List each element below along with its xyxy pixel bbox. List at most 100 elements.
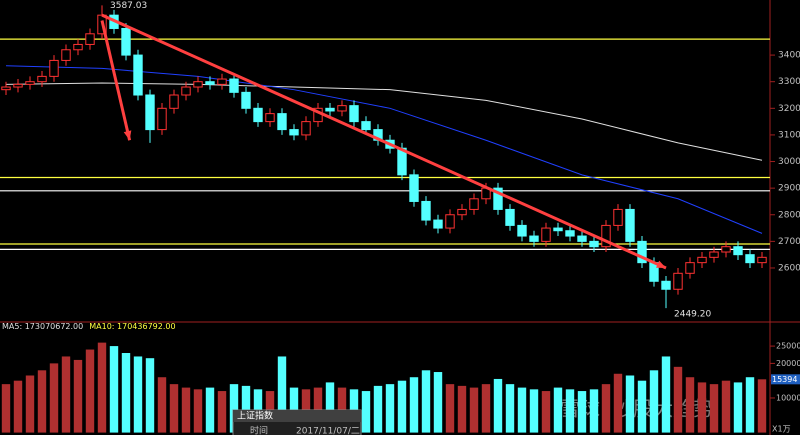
candle-body bbox=[505, 208, 515, 226]
candle-body bbox=[589, 240, 599, 248]
volume-bar bbox=[85, 349, 95, 433]
candle-body bbox=[673, 272, 683, 290]
volume-bar bbox=[613, 373, 623, 433]
candle-body bbox=[13, 83, 23, 88]
candle-body bbox=[745, 254, 755, 264]
volume-bar bbox=[589, 389, 599, 433]
y-tick-label: 25000 bbox=[776, 342, 800, 351]
candle-body bbox=[661, 280, 671, 290]
candle-body bbox=[565, 230, 575, 237]
y-tick-label: 3100 bbox=[778, 130, 800, 140]
y-tick-label: 3000 bbox=[778, 157, 800, 167]
candle-body bbox=[229, 78, 239, 93]
volume-bar bbox=[169, 384, 179, 433]
candle-body bbox=[445, 214, 455, 229]
volume-bar bbox=[745, 377, 755, 433]
volume-bar bbox=[217, 391, 227, 433]
volume-bar bbox=[229, 384, 239, 433]
candle-body bbox=[625, 208, 635, 242]
volume-bar bbox=[721, 380, 731, 433]
candle-body bbox=[409, 174, 419, 202]
tooltip-key: 时间 bbox=[250, 425, 268, 435]
volume-bar bbox=[397, 380, 407, 433]
volume-bar bbox=[133, 356, 143, 433]
candle-body bbox=[709, 251, 719, 258]
volume-bar bbox=[685, 377, 695, 433]
trend-arrow bbox=[101, 13, 667, 270]
candle-body bbox=[241, 91, 251, 109]
volume-bar bbox=[661, 356, 671, 433]
candle-body bbox=[421, 200, 431, 221]
volume-bar bbox=[373, 385, 383, 433]
volume-legend: MA5: 173070672.00 MA10: 170436792.00 bbox=[2, 322, 176, 331]
legend-entry: MA10: 170436792.00 bbox=[89, 322, 175, 331]
volume-bar bbox=[517, 387, 527, 433]
volume-bar bbox=[1, 384, 11, 433]
volume-bar bbox=[529, 389, 539, 433]
volume-bar bbox=[673, 366, 683, 433]
volume-bar bbox=[361, 391, 371, 433]
volume-bar bbox=[49, 363, 59, 433]
volume-bar bbox=[625, 375, 635, 433]
candle-body bbox=[757, 256, 767, 264]
last-value-label: 15394 bbox=[772, 375, 797, 384]
candle-body bbox=[1, 86, 11, 91]
volume-bar bbox=[121, 353, 131, 433]
candle-body bbox=[361, 121, 371, 131]
volume-bar bbox=[469, 387, 479, 433]
candle-body bbox=[205, 81, 215, 85]
volume-bar bbox=[553, 387, 563, 433]
tooltip-title: 上证指数 bbox=[237, 410, 273, 422]
volume-bar bbox=[25, 375, 35, 433]
candle-body bbox=[733, 246, 743, 256]
candle-body bbox=[337, 105, 347, 112]
candle-body bbox=[493, 187, 503, 210]
legend-entry: MA5: 173070672.00 bbox=[2, 322, 83, 331]
candle-body bbox=[577, 235, 587, 242]
candle-body bbox=[469, 198, 479, 210]
volume-bar bbox=[421, 370, 431, 433]
trend-arrow bbox=[100, 20, 132, 141]
y-tick-label: 3300 bbox=[778, 77, 800, 87]
candle-body bbox=[37, 75, 47, 83]
volume-bar bbox=[697, 382, 707, 433]
volume-bar bbox=[649, 370, 659, 433]
volume-bar bbox=[61, 356, 71, 433]
candle-body bbox=[433, 219, 443, 229]
volume-bar bbox=[757, 379, 767, 433]
candle-body bbox=[721, 246, 731, 253]
arrow-head bbox=[656, 260, 666, 268]
volume-bar bbox=[457, 385, 467, 433]
y-tick-label: 3400 bbox=[778, 51, 800, 61]
candle-body bbox=[517, 224, 527, 237]
price-annotation: 2449.20 bbox=[674, 310, 711, 320]
y-tick-label: 20000 bbox=[776, 359, 800, 368]
tooltip-header bbox=[233, 410, 361, 422]
volume-bar bbox=[565, 389, 575, 433]
candle-body bbox=[73, 43, 83, 51]
volume-bar bbox=[733, 382, 743, 433]
arrow-head bbox=[123, 130, 132, 141]
candle-body bbox=[541, 227, 551, 242]
volume-bar bbox=[445, 384, 455, 433]
volume-bar bbox=[385, 384, 395, 433]
candle-body bbox=[85, 33, 95, 45]
volume-bar bbox=[433, 372, 443, 433]
volume-bar bbox=[277, 356, 287, 433]
volume-bar bbox=[97, 342, 107, 433]
tooltip-value: 2017/11/07/二 bbox=[296, 427, 360, 435]
candle-body bbox=[133, 54, 143, 96]
volume-bar bbox=[409, 377, 419, 433]
volume-bar bbox=[193, 389, 203, 433]
candle-body bbox=[613, 208, 623, 226]
y-tick-label: 10000 bbox=[776, 393, 800, 402]
y-tick-label: 2900 bbox=[778, 184, 800, 194]
volume-bar bbox=[109, 346, 119, 433]
volume-bar bbox=[181, 387, 191, 433]
y-tick-label: 3200 bbox=[778, 104, 800, 114]
candle-body bbox=[529, 235, 539, 242]
volume-bar bbox=[13, 380, 23, 433]
volume-bar bbox=[505, 384, 515, 433]
candle-body bbox=[217, 78, 227, 85]
candle-body bbox=[277, 113, 287, 131]
